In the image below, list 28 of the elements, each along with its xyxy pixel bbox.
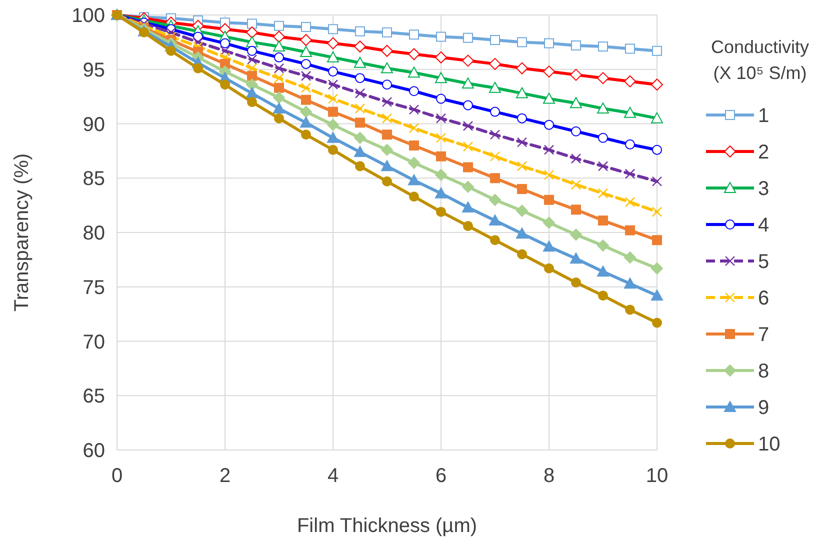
legend-title: Conductivity (X 10⁵ S/m) <box>710 37 810 83</box>
y-tick-label: 90 <box>82 114 105 136</box>
y-tick-label: 85 <box>82 168 105 190</box>
legend-label: 5 <box>758 251 770 273</box>
x-tick-label: 8 <box>543 465 555 487</box>
legend-label: 4 <box>758 214 770 236</box>
legend-label: 7 <box>758 324 770 346</box>
legend-label: 3 <box>758 178 770 200</box>
x-tick-label: 2 <box>219 465 231 487</box>
y-tick-label: 70 <box>82 331 105 354</box>
x-tick-label: 4 <box>327 465 339 487</box>
x-tick-label: 6 <box>435 465 447 487</box>
y-tick-label: 60 <box>82 440 105 462</box>
legend-label: 9 <box>758 397 770 419</box>
y-tick-label: 75 <box>82 276 105 299</box>
y-tick-label: 100 <box>72 5 105 27</box>
legend-label: 6 <box>758 288 770 310</box>
legend-label: 8 <box>758 360 770 382</box>
legend-label: 10 <box>758 434 780 456</box>
y-tick-label: 65 <box>82 386 105 408</box>
x-tick-label: 0 <box>111 465 123 487</box>
legend-label: 2 <box>758 142 770 164</box>
y-axis-title: Transparency (%) <box>11 153 33 312</box>
y-tick-label: 95 <box>82 59 105 82</box>
legend-label: 1 <box>758 105 770 127</box>
x-axis-title: Film Thickness (µm) <box>296 515 478 537</box>
y-tick-label: 80 <box>82 222 105 244</box>
x-tick-label: 10 <box>646 465 668 487</box>
